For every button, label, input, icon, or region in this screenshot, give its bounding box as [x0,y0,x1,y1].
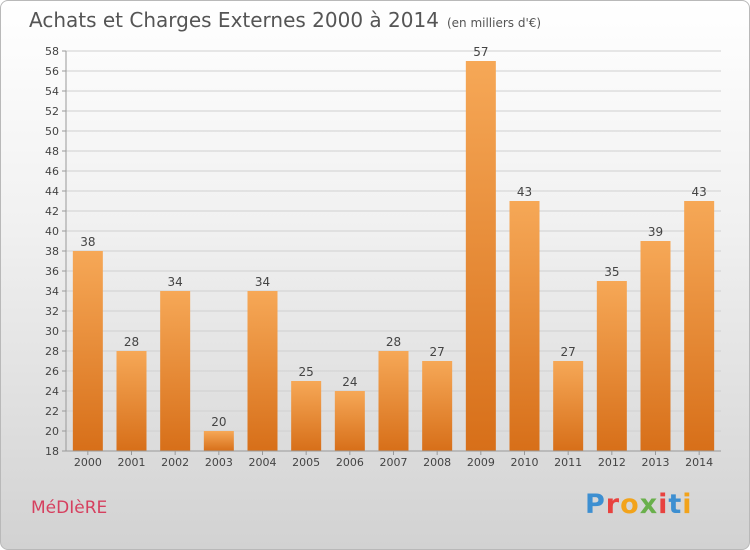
y-tick-label: 24 [45,385,59,398]
value-label: 20 [211,415,226,429]
commune-name: MéDIèRE [31,498,108,518]
x-tick-label: 2008 [423,456,451,469]
x-tick-label: 2002 [161,456,189,469]
y-tick-label: 54 [45,85,59,98]
value-label: 27 [430,345,445,359]
x-tick-label: 2014 [685,456,713,469]
bar-2014 [684,201,715,451]
value-label: 43 [517,185,532,199]
x-tick-label: 2009 [467,456,495,469]
title-block: Achats et Charges Externes 2000 à 2014 (e… [29,8,541,32]
x-tick-label: 2000 [74,456,102,469]
axes [62,50,721,455]
bar-2000 [72,251,103,451]
y-tick-label: 30 [45,325,59,338]
bar-2012 [596,281,627,451]
y-tick-label: 48 [45,145,59,158]
x-tick-label: 2001 [118,456,146,469]
x-tick-label: 2011 [554,456,582,469]
value-label: 28 [386,335,401,349]
value-label: 35 [604,265,619,279]
value-label: 34 [255,275,270,289]
bars [72,61,715,451]
bar-2002 [160,291,191,451]
value-label: 39 [648,225,663,239]
value-label: 27 [561,345,576,359]
y-tick-label: 26 [45,365,59,378]
value-label: 34 [168,275,183,289]
value-label: 28 [124,335,139,349]
logo-letter: t [668,489,683,520]
y-tick-label: 58 [45,45,59,58]
labels: 18 20 22 24 26 28 30 32 34 36 38 40 42 44 46 48 50 52 54 56… [45,45,713,469]
bar-2003 [203,431,234,451]
x-tick-label: 2007 [380,456,408,469]
value-label: 25 [299,365,314,379]
x-tick-label: 2004 [249,456,277,469]
bar-2001 [116,351,147,451]
logo-letter: r [605,489,621,520]
x-tick-label: 2012 [598,456,626,469]
chart-unit: (en milliers d'€) [446,16,542,30]
y-tick-label: 40 [45,225,59,238]
bar-2010 [509,201,540,451]
bar-2004 [247,291,278,451]
y-tick-label: 50 [45,125,59,138]
bar-2006 [334,391,365,451]
y-tick-label: 44 [45,185,59,198]
x-tick-label: 2003 [205,456,233,469]
proxiti-logo: Proxiti [585,489,693,520]
bar-2007 [378,351,409,451]
y-tick-label: 56 [45,65,59,78]
value-label: 43 [692,185,707,199]
x-tick-label: 2010 [511,456,539,469]
logo-letter: o [620,489,640,520]
bar-2013 [640,241,671,451]
chart-title: Achats et Charges Externes 2000 à 2014 [29,8,439,32]
bar-2009 [465,61,496,451]
logo-letter: x [639,489,659,520]
value-label: 24 [342,375,357,389]
y-tick-label: 36 [45,265,59,278]
logo-letter: i [658,489,669,520]
x-tick-label: 2005 [292,456,320,469]
bar-2011 [553,361,584,451]
bar-2008 [422,361,453,451]
y-tick-label: 46 [45,165,59,178]
logo-letter: i [682,489,693,520]
x-tick-label: 2013 [642,456,670,469]
logo-letter: P [585,489,606,520]
y-tick-label: 22 [45,405,59,418]
y-tick-label: 34 [45,285,59,298]
y-tick-label: 28 [45,345,59,358]
x-tick-label: 2006 [336,456,364,469]
y-tick-label: 32 [45,305,59,318]
y-tick-label: 18 [45,445,59,458]
bar-2005 [291,381,322,451]
y-tick-label: 38 [45,245,59,258]
y-tick-label: 42 [45,205,59,218]
value-label: 57 [473,45,488,59]
value-label: 38 [80,235,95,249]
y-tick-label: 20 [45,425,59,438]
y-tick-label: 52 [45,105,59,118]
